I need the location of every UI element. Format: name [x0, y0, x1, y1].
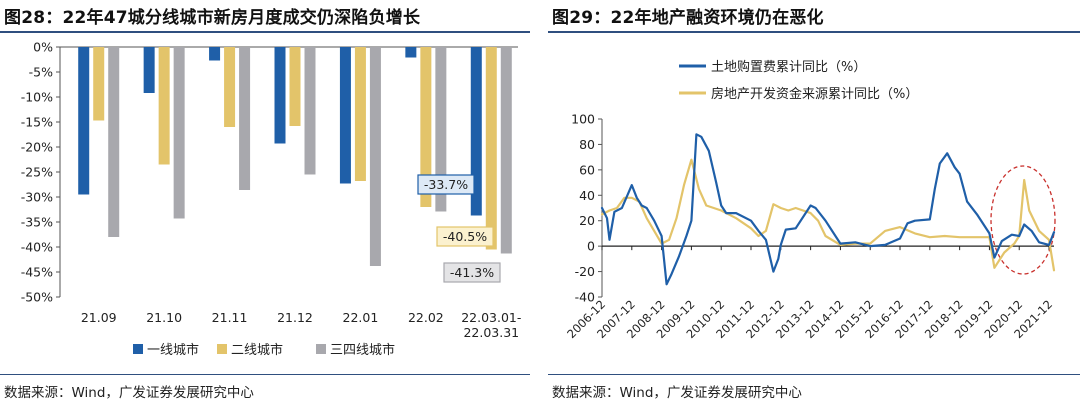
bar-chart-panel: 图28：22年47城分线城市新房月度成交仍深陷负增长 0% -5% -10% -15%… — [0, 0, 530, 409]
y-tick-label: 60 — [579, 162, 595, 177]
series-line — [600, 158, 1056, 272]
data-label: -41.3% — [450, 265, 494, 280]
bar — [224, 47, 236, 127]
bar — [108, 47, 120, 237]
y-tick-label: 0 — [587, 239, 595, 254]
bar — [239, 47, 251, 190]
bar — [369, 47, 381, 266]
y-tick-label: -35% — [21, 215, 53, 230]
y-tick-label: -25% — [21, 165, 53, 180]
legend-label: 房地产开发资金来源累计同比（%） — [711, 86, 918, 102]
x-category-label: 21.10 — [146, 310, 182, 325]
legend-swatch — [133, 344, 143, 354]
series-line — [600, 133, 1056, 286]
bar — [485, 47, 497, 250]
bar — [93, 47, 105, 121]
title-divider — [0, 31, 530, 33]
y-tick-label: 40 — [579, 188, 595, 203]
legend-label: 土地购置费累计同比（%） — [711, 59, 866, 75]
bar — [289, 47, 301, 126]
bar — [500, 47, 512, 254]
data-label-box — [443, 262, 501, 283]
y-tick-label: 20 — [579, 213, 595, 228]
bar — [274, 47, 286, 144]
y-tick-label: -20% — [21, 140, 53, 155]
y-tick-label: 0% — [33, 40, 53, 55]
line-chart-panel: 图29：22年地产融资环境仍在恶化 100 80 60 40 20 0 -20 -40 2006… — [548, 0, 1080, 409]
y-tick-label: -45% — [21, 265, 53, 280]
bar — [78, 47, 90, 195]
title-divider — [548, 31, 1080, 33]
bar-chart: 0% -5% -10% -15% -20% -25% -30% -35% -40% -45% -50… — [21, 40, 522, 359]
x-category-label: 22.03.01- — [461, 310, 521, 325]
y-tick-label: -20 — [575, 264, 595, 279]
highlight-ellipse — [990, 165, 1056, 275]
y-tick-label: -5% — [29, 65, 53, 80]
x-category-label: 21.11 — [212, 310, 248, 325]
bar — [339, 47, 351, 184]
bar — [143, 47, 155, 93]
bar — [209, 47, 221, 61]
source-divider — [548, 374, 1080, 375]
y-tick-label: -40% — [21, 240, 53, 255]
bar — [420, 47, 432, 207]
bar — [405, 47, 417, 58]
x-category-label: 22.03.31 — [463, 325, 519, 340]
bar-chart-title: 图28：22年47城分线城市新房月度成交仍深陷负增长 — [4, 8, 421, 28]
data-label-box — [436, 226, 494, 247]
legend-swatch — [217, 344, 227, 354]
bar — [435, 47, 447, 212]
data-label-box — [417, 174, 475, 195]
bar — [173, 47, 185, 219]
bar — [354, 47, 366, 181]
x-category-label: 21.09 — [81, 310, 117, 325]
y-tick-label: 80 — [579, 137, 595, 152]
y-tick-label: -15% — [21, 115, 53, 130]
legend-label: 三四线城市 — [330, 342, 395, 358]
x-category-label: 21.12 — [277, 310, 313, 325]
data-label: -40.5% — [443, 229, 487, 244]
line-chart: 100806040200-20-402006-122007-122008-122… — [564, 59, 1056, 341]
y-tick-label: 100 — [571, 112, 595, 127]
legend-label: 二线城市 — [231, 342, 283, 358]
x-category-label: 22.01 — [343, 310, 379, 325]
y-tick-label: -30% — [21, 190, 53, 205]
legend-swatch — [316, 344, 326, 354]
data-label: -33.7% — [424, 177, 468, 192]
y-tick-label: -50% — [21, 290, 53, 305]
bar-chart-source: 数据来源：Wind，广发证券发展研究中心 — [4, 385, 254, 401]
y-tick-label: -10% — [21, 90, 53, 105]
y-tick-label: -40 — [575, 290, 595, 305]
bar — [470, 47, 482, 216]
legend-label: 一线城市 — [147, 342, 199, 358]
x-category-label: 22.02 — [408, 310, 444, 325]
bar — [158, 47, 170, 165]
line-chart-source: 数据来源：Wind，广发证券发展研究中心 — [552, 385, 802, 401]
source-divider — [0, 374, 530, 375]
line-chart-title: 图29：22年地产融资环境仍在恶化 — [552, 8, 824, 28]
bar — [304, 47, 316, 175]
